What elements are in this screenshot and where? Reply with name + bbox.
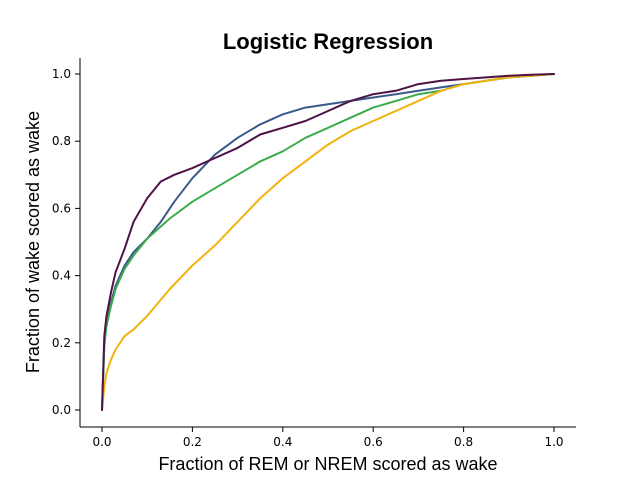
x-tick-label: 0.4 [273, 435, 292, 449]
x-tick-label: 1.0 [544, 435, 563, 449]
series-line-4 [101, 73, 555, 411]
y-tick-label: 0.2 [52, 336, 71, 350]
x-tick-label: 0.8 [454, 435, 473, 449]
plot-area: 0.0 0.2 0.4 0.6 0.8 1.0 0.0 0.2 0.4 0.6 0.8 1.0 [52, 58, 576, 449]
y-tick-label: 1.0 [52, 67, 71, 81]
series-group [101, 73, 555, 411]
x-ticks: 0.0 0.2 0.4 0.6 0.8 1.0 [92, 427, 564, 449]
x-tick-label: 0.6 [364, 435, 383, 449]
series-line-1 [101, 73, 555, 411]
series-line-3 [101, 73, 555, 411]
x-tick-label: 0.2 [183, 435, 202, 449]
series-line-2 [101, 73, 555, 411]
y-tick-label: 0.0 [52, 403, 71, 417]
y-tick-label: 0.6 [52, 201, 71, 215]
chart-title: Logistic Regression [223, 29, 433, 54]
y-axis-label: Fraction of wake scored as wake [23, 111, 43, 373]
y-tick-label: 0.4 [52, 269, 71, 283]
x-tick-label: 0.0 [92, 435, 111, 449]
y-tick-label: 0.8 [52, 134, 71, 148]
x-axis-label: Fraction of REM or NREM scored as wake [158, 454, 497, 474]
y-ticks: 0.0 0.2 0.4 0.6 0.8 1.0 [52, 67, 80, 417]
